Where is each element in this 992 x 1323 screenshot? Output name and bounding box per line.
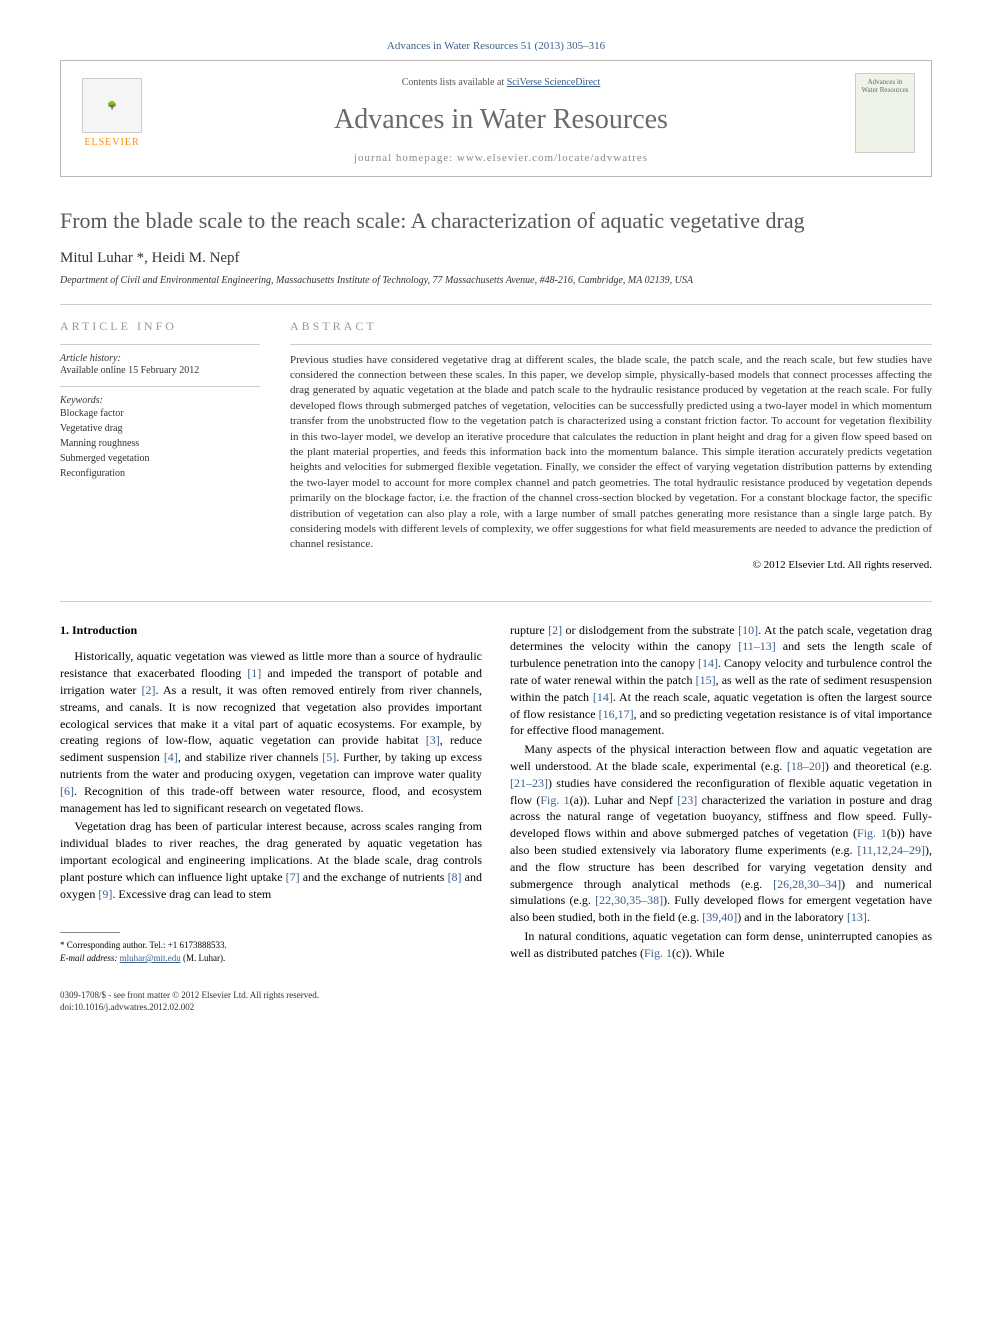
- fig-link[interactable]: Fig. 1: [644, 946, 672, 960]
- ref-link[interactable]: [14]: [698, 656, 718, 670]
- ref-link[interactable]: [9]: [98, 887, 112, 901]
- ref-link[interactable]: [2]: [142, 683, 156, 697]
- intro-para-5: In natural conditions, aquatic vegetatio…: [510, 928, 932, 962]
- top-citation: Advances in Water Resources 51 (2013) 30…: [60, 40, 932, 52]
- info-rule: [60, 344, 260, 345]
- intro-para-3: rupture [2] or dislodgement from the sub…: [510, 622, 932, 740]
- ref-link[interactable]: [5]: [322, 750, 336, 764]
- ref-link[interactable]: [3]: [426, 733, 440, 747]
- article-title: From the blade scale to the reach scale:…: [60, 207, 932, 236]
- keywords-list: Blockage factor Vegetative drag Manning …: [60, 406, 260, 481]
- author-names: Mitul Luhar *, Heidi M. Nepf: [60, 250, 240, 266]
- elsevier-tree-icon: 🌳: [82, 78, 142, 133]
- intro-para-2: Vegetation drag has been of particular i…: [60, 818, 482, 902]
- email-suffix: (M. Luhar).: [181, 953, 226, 963]
- ref-link[interactable]: [11,12,24–29]: [857, 843, 925, 857]
- journal-header-box: 🌳 ELSEVIER Contents lists available at S…: [60, 60, 932, 177]
- divider: [60, 304, 932, 305]
- keyword: Vegetative drag: [60, 421, 260, 436]
- ref-link[interactable]: [8]: [448, 870, 462, 884]
- ref-link[interactable]: [1]: [247, 666, 261, 680]
- fig-link[interactable]: Fig. 1: [857, 826, 887, 840]
- issn-line: 0309-1708/$ - see front matter © 2012 El…: [60, 989, 932, 1002]
- abstract-heading: ABSTRACT: [290, 319, 932, 334]
- info-rule: [60, 386, 260, 387]
- intro-para-1: Historically, aquatic vegetation was vie…: [60, 648, 482, 816]
- email-link[interactable]: mluhar@mit.edu: [120, 953, 181, 963]
- corr-author-line: * Corresponding author. Tel.: +1 6173888…: [60, 939, 482, 952]
- ref-link[interactable]: [16,17]: [599, 707, 634, 721]
- keywords-label: Keywords:: [60, 395, 260, 406]
- body-column-left: 1. Introduction Historically, aquatic ve…: [60, 622, 482, 965]
- footer-bar: 0309-1708/$ - see front matter © 2012 El…: [60, 989, 932, 1014]
- ref-link[interactable]: [7]: [286, 870, 300, 884]
- ref-link[interactable]: [2]: [548, 623, 562, 637]
- doi-line: doi:10.1016/j.advwatres.2012.02.002: [60, 1001, 932, 1014]
- ref-link[interactable]: [39,40]: [702, 910, 737, 924]
- journal-name: Advances in Water Resources: [147, 104, 855, 136]
- publisher-logo: 🌳 ELSEVIER: [77, 73, 147, 153]
- fig-link[interactable]: Fig. 1: [540, 793, 569, 807]
- abstract-column: ABSTRACT Previous studies have considere…: [290, 319, 932, 571]
- cover-text: Advances in Water Resources: [860, 78, 910, 94]
- ref-link[interactable]: [4]: [164, 750, 178, 764]
- ref-link[interactable]: [11–13]: [738, 639, 776, 653]
- abstract-rule: [290, 344, 932, 345]
- sciencedirect-link[interactable]: SciVerse ScienceDirect: [507, 77, 601, 88]
- ref-link[interactable]: [21–23]: [510, 776, 548, 790]
- homepage-url[interactable]: www.elsevier.com/locate/advwatres: [457, 152, 648, 164]
- keyword: Blockage factor: [60, 406, 260, 421]
- keyword: Manning roughness: [60, 436, 260, 451]
- authors-line: Mitul Luhar *, Heidi M. Nepf: [60, 250, 932, 267]
- ref-link[interactable]: [26,28,30–34]: [773, 877, 841, 891]
- contents-available-line: Contents lists available at SciVerse Sci…: [147, 77, 855, 88]
- email-line: E-mail address: mluhar@mit.edu (M. Luhar…: [60, 952, 482, 965]
- homepage-prefix: journal homepage:: [354, 152, 457, 164]
- affiliation: Department of Civil and Environmental En…: [60, 275, 932, 286]
- divider: [60, 601, 932, 602]
- keyword: Submerged vegetation: [60, 451, 260, 466]
- corresponding-author-footnote: * Corresponding author. Tel.: +1 6173888…: [60, 939, 482, 964]
- abstract-copyright: © 2012 Elsevier Ltd. All rights reserved…: [290, 559, 932, 571]
- publisher-label: ELSEVIER: [84, 137, 139, 148]
- article-history-label: Article history:: [60, 353, 260, 364]
- ref-link[interactable]: [13]: [847, 910, 867, 924]
- ref-link[interactable]: [10]: [738, 623, 758, 637]
- article-info-heading: ARTICLE INFO: [60, 319, 260, 334]
- journal-cover-thumbnail: Advances in Water Resources: [855, 73, 915, 153]
- ref-link[interactable]: [14]: [593, 690, 613, 704]
- body-column-right: rupture [2] or dislodgement from the sub…: [510, 622, 932, 965]
- journal-homepage-line: journal homepage: www.elsevier.com/locat…: [147, 152, 855, 164]
- ref-link[interactable]: [18–20]: [787, 759, 825, 773]
- ref-link[interactable]: [15]: [696, 673, 716, 687]
- ref-link[interactable]: [6]: [60, 784, 74, 798]
- article-info-column: ARTICLE INFO Article history: Available …: [60, 319, 260, 571]
- ref-link[interactable]: [23]: [677, 793, 697, 807]
- ref-link[interactable]: [22,30,35–38]: [595, 893, 663, 907]
- section-1-heading: 1. Introduction: [60, 622, 482, 639]
- intro-para-4: Many aspects of the physical interaction…: [510, 741, 932, 926]
- abstract-text: Previous studies have considered vegetat…: [290, 353, 932, 553]
- article-history-text: Available online 15 February 2012: [60, 364, 260, 378]
- keyword: Reconfiguration: [60, 466, 260, 481]
- footnote-rule: [60, 932, 120, 933]
- email-label: E-mail address:: [60, 953, 120, 963]
- contents-prefix: Contents lists available at: [402, 77, 507, 88]
